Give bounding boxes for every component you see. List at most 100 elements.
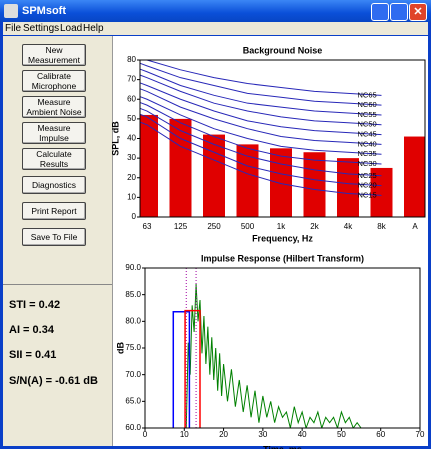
y-tick-label: 50: [127, 114, 136, 123]
bar: [140, 114, 158, 217]
y-tick-label: 10: [127, 192, 136, 201]
bar: [370, 167, 393, 217]
window-marker: [184, 309, 201, 428]
menu-item[interactable]: File: [5, 23, 22, 34]
nc-curve: [140, 96, 382, 155]
bar: [236, 144, 259, 217]
x-axis-label: Time, ms: [263, 444, 302, 449]
y-tick-label: 80: [127, 55, 136, 64]
x-tick-label: 2k: [310, 222, 319, 231]
curve-label: NC55: [358, 110, 377, 119]
nc-curve: [140, 101, 382, 165]
close-button[interactable]: ✕: [409, 3, 427, 21]
plot-area: [172, 268, 362, 428]
separator: [3, 284, 112, 285]
title-bar: SPMsoft ✕: [0, 0, 431, 22]
nc-curve: [140, 113, 382, 187]
x-tick-label: 30: [258, 430, 267, 439]
x-tick-label: 70: [416, 430, 425, 439]
y-tick-label: 80.0: [125, 316, 141, 325]
curve-label: NC20: [358, 181, 377, 190]
y-tick-label: 30: [127, 153, 136, 162]
nc-curve: [140, 82, 382, 136]
result: S/N(A) = -0.61 dB: [9, 375, 98, 387]
button[interactable]: Print Report: [22, 202, 86, 220]
window-title: SPMsoft: [22, 5, 66, 17]
curve-label: NC30: [358, 159, 377, 168]
curve-label: NC15: [358, 190, 377, 199]
button[interactable]: Measure Impulse: [22, 122, 86, 144]
y-tick-label: 40: [127, 134, 136, 143]
curve-label: NC60: [358, 100, 377, 109]
y-tick-label: 75.0: [125, 343, 141, 352]
button[interactable]: Calibrate Microphone: [22, 70, 86, 92]
bar: [404, 136, 425, 217]
line-series: [185, 283, 362, 428]
y-tick-label: 70: [127, 75, 136, 84]
x-tick-label: 40: [298, 430, 307, 439]
button[interactable]: Calculate Results: [22, 148, 86, 170]
x-tick-label: 8k: [377, 222, 386, 231]
nc-curve: [140, 88, 382, 145]
nc-curve: [140, 74, 382, 126]
left-panel: New Measurement Calibrate Microphone Mea…: [3, 36, 113, 446]
x-axis-label: Frequency, Hz: [252, 233, 313, 243]
curve-label: NC45: [358, 130, 377, 139]
minimize-button[interactable]: [371, 3, 389, 21]
chart-title: Impulse Response (Hilbert Transform): [201, 253, 364, 263]
menu-item[interactable]: Settings: [23, 23, 60, 34]
bar: [303, 152, 326, 217]
y-tick-label: 85.0: [125, 290, 141, 299]
nc-curve: [145, 60, 382, 96]
bar: [337, 158, 359, 217]
bar: [169, 118, 192, 217]
x-tick-label: 125: [174, 222, 188, 231]
button[interactable]: Diagnostics: [22, 176, 86, 194]
button[interactable]: New Measurement: [22, 44, 86, 66]
nc-curve: [140, 62, 382, 106]
curve-label: NC50: [358, 120, 377, 129]
nc-curve: [140, 68, 382, 116]
curve-label: NC65: [358, 90, 377, 99]
result: STI = 0.42: [9, 299, 61, 311]
x-tick-label: 50: [337, 430, 346, 439]
x-tick-label: 500: [241, 222, 255, 231]
y-tick-label: 65.0: [125, 396, 141, 405]
x-tick-label: 60: [376, 430, 385, 439]
x-tick-label: 63: [143, 222, 152, 231]
maximize-button[interactable]: [390, 3, 408, 21]
y-axis-label: SPL, dB: [110, 121, 120, 156]
y-tick-label: 90.0: [125, 263, 141, 272]
x-tick-label: 10: [180, 430, 189, 439]
chart-title: Background Noise: [243, 45, 323, 55]
window-marker: [172, 310, 191, 428]
button[interactable]: Measure Ambient Noise: [22, 96, 86, 118]
plot-frame: [144, 267, 421, 429]
curve-label: NC35: [358, 149, 377, 158]
x-tick-label: 4k: [344, 222, 353, 231]
y-tick-label: 70.0: [125, 370, 141, 379]
result: SII = 0.41: [9, 349, 57, 361]
y-tick-label: 60: [127, 94, 136, 103]
curve-label: NC25: [358, 171, 377, 180]
y-tick-label: 20: [127, 173, 136, 182]
app-icon: [4, 4, 18, 18]
bar: [270, 148, 292, 217]
y-tick-label: 60.0: [125, 423, 141, 432]
x-tick-label: 20: [219, 430, 228, 439]
bar: [203, 134, 225, 217]
menu-item[interactable]: Help: [83, 23, 104, 34]
x-tick-label: 1k: [277, 222, 286, 231]
curve-label: NC40: [358, 139, 377, 148]
menu-item[interactable]: Load: [60, 23, 83, 34]
result: AI = 0.34: [9, 324, 54, 336]
menu-bar: File Settings Load Help: [3, 22, 428, 35]
button[interactable]: Save To File: [22, 228, 86, 246]
y-tick-label: 0: [132, 212, 137, 221]
x-tick-label: 250: [207, 222, 221, 231]
x-tick-label: 0: [143, 430, 148, 439]
plot-frame: [139, 59, 426, 218]
